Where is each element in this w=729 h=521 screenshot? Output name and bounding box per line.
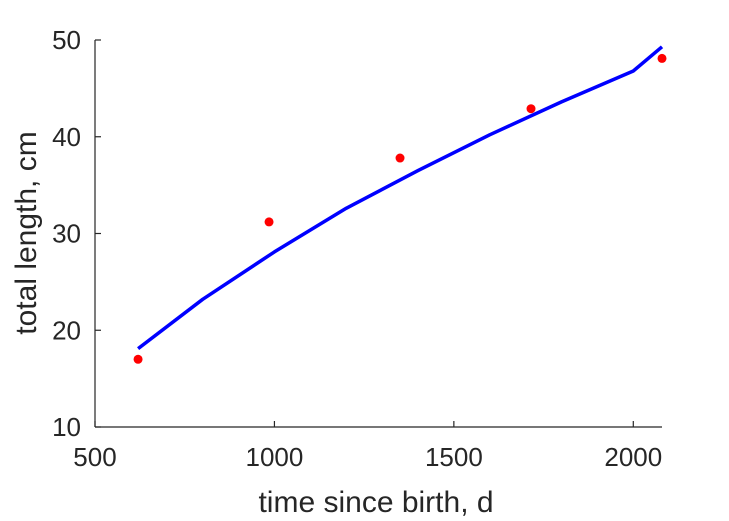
x-tick-label: 1000 <box>246 442 304 472</box>
plot-area <box>133 45 667 364</box>
y-ticks: 10 20 30 40 50 <box>52 25 101 442</box>
axes <box>94 40 662 428</box>
y-tick-label: 20 <box>52 315 81 345</box>
data-point <box>133 354 143 364</box>
y-tick-label: 40 <box>52 122 81 152</box>
fit-line <box>137 45 664 350</box>
data-point <box>395 153 405 163</box>
data-point <box>264 217 274 227</box>
x-ticks: 500 1000 1500 2000 <box>73 421 662 472</box>
x-tick-label: 1500 <box>425 442 483 472</box>
data-point <box>657 53 667 63</box>
y-tick-label: 50 <box>52 25 81 55</box>
y-tick-label: 30 <box>52 219 81 249</box>
y-axis-label: total length, cm <box>10 131 43 334</box>
x-tick-label: 500 <box>73 442 116 472</box>
data-point <box>526 104 536 114</box>
x-tick-label: 2000 <box>604 442 662 472</box>
y-tick-label: 10 <box>52 412 81 442</box>
x-axis-label: time since birth, d <box>258 486 493 519</box>
